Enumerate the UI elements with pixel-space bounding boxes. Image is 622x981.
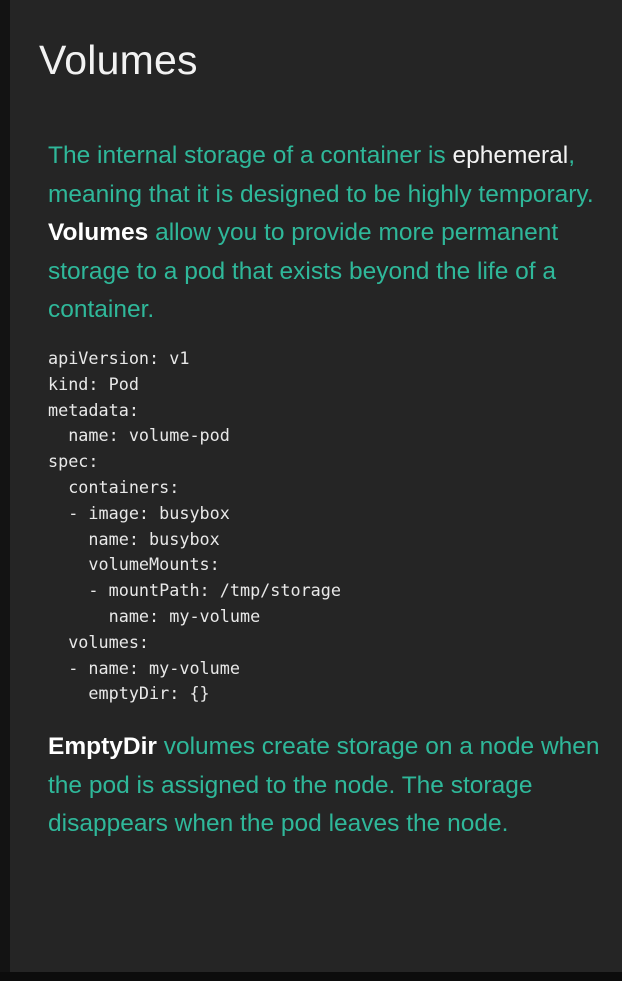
yaml-code-block: apiVersion: v1 kind: Pod metadata: name: v… <box>48 346 341 707</box>
code-line: - name: my-volume <box>48 657 240 678</box>
intro-text-part2: , meaning that it is designed to be high… <box>48 142 594 208</box>
bottom-strip <box>0 972 622 981</box>
code-line: name: busybox <box>48 528 220 549</box>
intro-text-part1: The internal storage of a container is <box>48 142 453 169</box>
intro-paragraph: The internal storage of a container is e… <box>48 137 622 330</box>
term-volumes: Volumes <box>48 219 149 246</box>
intro-text-part3: allow you to provide more permanent stor… <box>48 219 559 323</box>
code-line: emptyDir: {} <box>48 683 210 704</box>
code-line: name: volume-pod <box>48 425 230 446</box>
code-line: - mountPath: /tmp/storage <box>48 580 341 601</box>
code-line: kind: Pod <box>48 373 139 394</box>
code-line: - image: busybox <box>48 502 230 523</box>
code-line: apiVersion: v1 <box>48 348 190 368</box>
emptydir-text: volumes create storage on a node when th… <box>48 733 600 837</box>
code-line: volumeMounts: <box>48 554 220 575</box>
term-ephemeral: ephemeral <box>452 142 569 169</box>
code-line: spec: <box>48 451 99 472</box>
code-line: metadata: <box>48 399 139 420</box>
term-emptydir: EmptyDir <box>48 733 157 760</box>
code-line: volumes: <box>48 631 150 652</box>
code-line: name: my-volume <box>48 605 261 626</box>
slide-title: Volumes <box>39 37 198 83</box>
emptydir-paragraph: EmptyDir volumes create storage on a nod… <box>48 728 608 844</box>
code-line: containers: <box>48 476 180 497</box>
